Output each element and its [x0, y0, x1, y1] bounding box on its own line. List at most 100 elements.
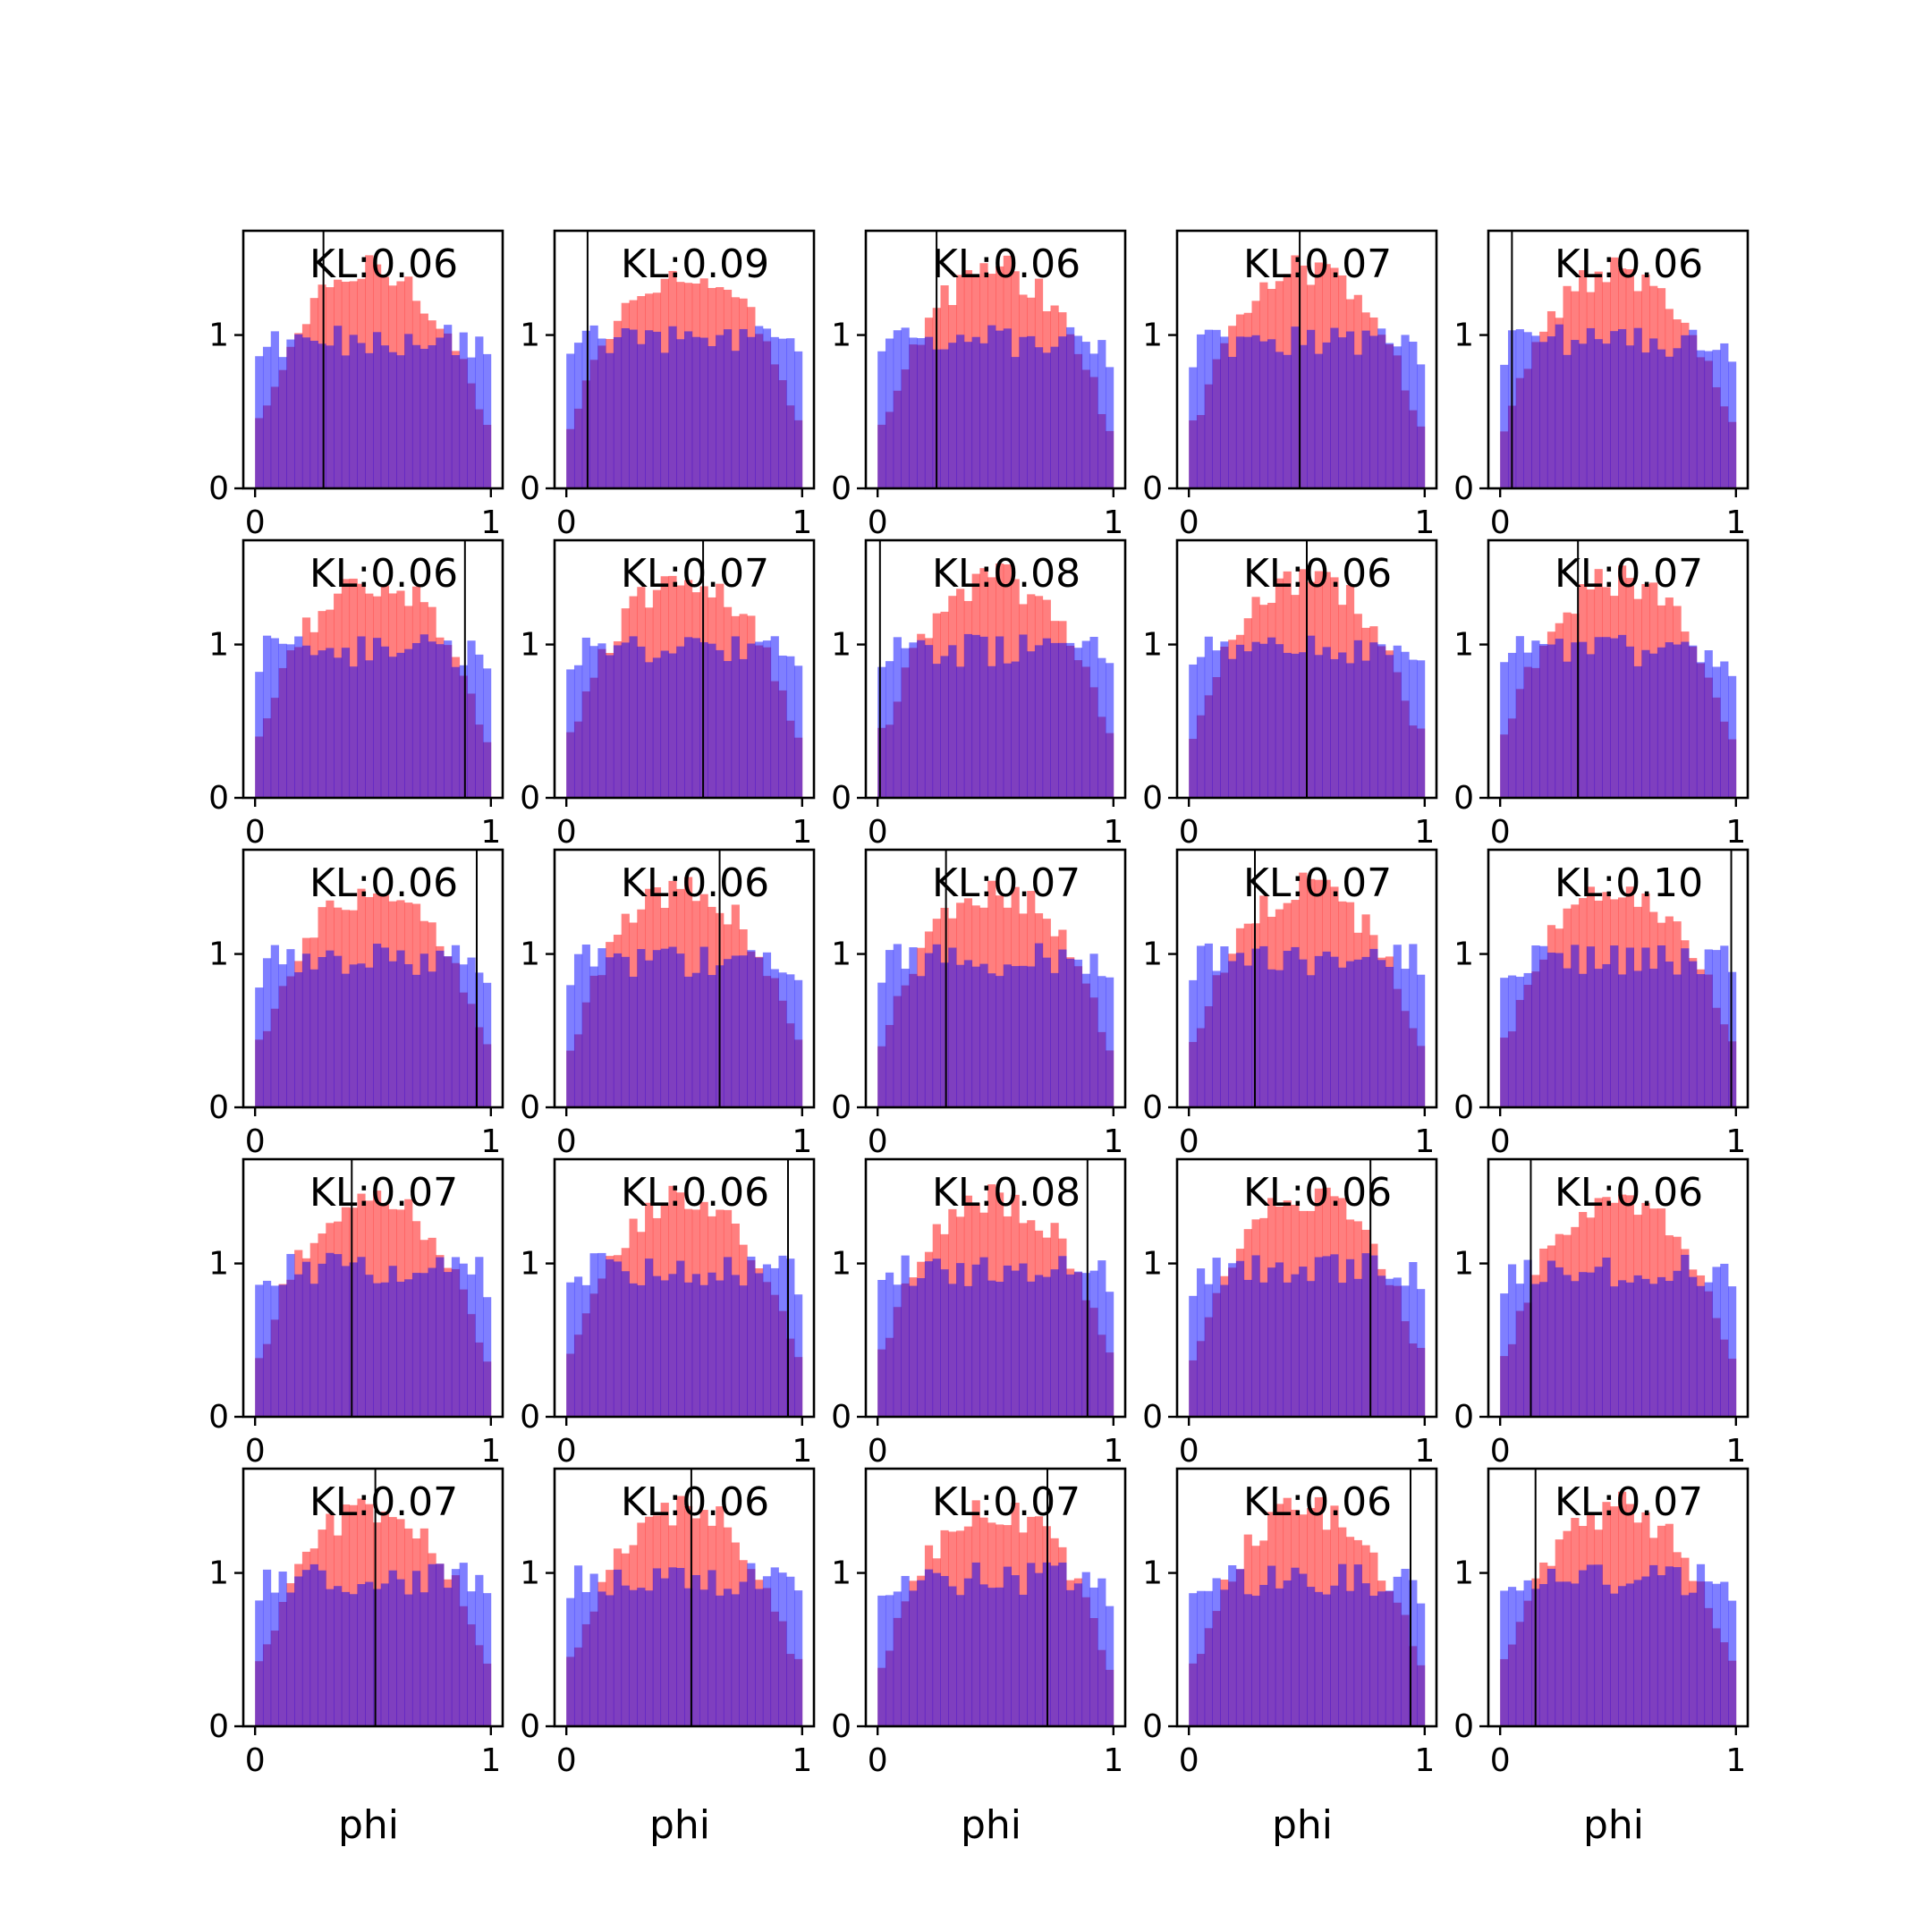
blue-bar — [1228, 357, 1237, 488]
blue-bar — [1546, 953, 1556, 1107]
blue-bar — [739, 1285, 748, 1417]
blue-bar — [762, 952, 772, 1107]
blue-bar — [794, 351, 803, 488]
blue-bar — [996, 976, 1004, 1107]
blue-bar — [645, 960, 654, 1107]
blue-bar — [318, 1263, 326, 1417]
kl-annotation: KL:0.07 — [1243, 860, 1392, 906]
blue-bar — [1314, 353, 1323, 488]
blue-bar — [475, 1257, 484, 1417]
blue-bar — [419, 348, 428, 488]
blue-bar — [1649, 653, 1658, 798]
blue-bar — [404, 1279, 413, 1417]
blue-bar — [660, 352, 669, 488]
blue-bar — [1625, 947, 1634, 1107]
y-tick-label: 1 — [1453, 318, 1474, 354]
blue-bar — [1586, 1564, 1596, 1726]
blue-bar — [621, 1271, 630, 1417]
blue-bar — [1259, 1584, 1268, 1726]
x-tick-label: 1 — [1725, 1433, 1746, 1470]
panel-24: 0 1 0 1 KL:0.06 — [1142, 1467, 1438, 1779]
blue-bar — [1369, 1596, 1378, 1726]
x-tick-label: 0 — [1490, 504, 1511, 541]
blue-bar — [1034, 1275, 1044, 1417]
blue-bar — [1704, 650, 1713, 798]
blue-bar — [1003, 1265, 1012, 1417]
blue-bar — [660, 650, 669, 798]
blue-bar — [1259, 945, 1268, 1107]
blue-bar — [1042, 957, 1051, 1107]
blue-bar — [948, 1586, 957, 1726]
blue-bar — [1228, 1565, 1237, 1726]
blue-bar — [684, 637, 693, 798]
x-tick-label: 1 — [792, 504, 812, 541]
blue-bar — [436, 1563, 445, 1726]
blue-bar — [1704, 949, 1713, 1107]
blue-bar — [794, 979, 803, 1107]
axes-frame — [242, 1157, 504, 1419]
blue-bar — [794, 1590, 803, 1726]
blue-bar — [1050, 1565, 1059, 1726]
blue-bar — [388, 961, 397, 1107]
blue-bar — [309, 969, 318, 1107]
blue-bar — [699, 642, 708, 798]
blue-bar — [365, 660, 374, 798]
blue-bar — [1681, 1595, 1690, 1726]
panel-22: 0 1 0 1 KL:0.06 — [520, 1467, 816, 1779]
blue-bar — [747, 1256, 756, 1417]
blue-bar — [1275, 1262, 1284, 1417]
y-tick-label: 0 — [1453, 470, 1474, 507]
blue-bar — [388, 1266, 397, 1417]
blue-bar — [1377, 960, 1386, 1107]
x-tick-label: 1 — [792, 814, 812, 851]
blue-bar — [309, 1563, 318, 1726]
x-tick-label: 1 — [1103, 504, 1123, 541]
blue-bar — [365, 1581, 374, 1726]
blue-bar — [1657, 1575, 1666, 1726]
blue-bar — [1515, 1590, 1524, 1726]
x-tick-label: 1 — [1414, 1123, 1435, 1160]
blue-bar — [1330, 1585, 1339, 1726]
blue-bar — [1641, 1576, 1650, 1726]
blue-bar — [731, 1594, 740, 1726]
panel-12: 0 1 0 1 KL:0.06 — [520, 848, 816, 1160]
blue-bar — [917, 976, 926, 1107]
blue-bar — [1689, 961, 1698, 1107]
blue-bar — [971, 1264, 980, 1417]
x-tick-label: 1 — [1725, 1123, 1746, 1160]
blue-bar — [581, 1284, 590, 1417]
blue-bar — [341, 973, 351, 1107]
blue-bar — [1539, 644, 1548, 798]
blue-bar — [357, 1257, 366, 1417]
blue-bar — [668, 1274, 677, 1417]
blue-bar — [917, 1277, 926, 1417]
blue-bar — [1283, 1580, 1292, 1726]
blue-bar — [1673, 1270, 1682, 1417]
blue-bar — [1251, 1255, 1260, 1417]
blue-bar — [1665, 356, 1674, 488]
x-tick-label: 0 — [556, 1123, 577, 1160]
blue-bar — [1283, 951, 1292, 1107]
blue-bar — [1507, 652, 1517, 798]
blue-bar — [1618, 974, 1627, 1107]
blue-bar — [1196, 334, 1206, 488]
blue-bar — [762, 1264, 772, 1417]
blue-bar — [684, 1282, 693, 1417]
blue-bar — [963, 633, 973, 798]
axes-frame — [242, 538, 504, 800]
blue-bar — [566, 1597, 575, 1726]
blue-bar — [1563, 661, 1572, 798]
blue-bar — [573, 665, 583, 798]
blue-bar — [917, 338, 926, 488]
blue-bar — [1500, 978, 1509, 1107]
blue-bar — [885, 338, 894, 488]
blue-bar — [1594, 339, 1603, 488]
blue-bar — [301, 1261, 311, 1417]
blue-bar — [1649, 338, 1658, 488]
blue-bar — [301, 337, 311, 488]
blue-bar — [971, 336, 980, 488]
blue-bar — [1523, 332, 1532, 488]
blue-bar — [318, 956, 326, 1107]
blue-bar — [1385, 966, 1394, 1107]
blue-bar — [1696, 1285, 1706, 1417]
